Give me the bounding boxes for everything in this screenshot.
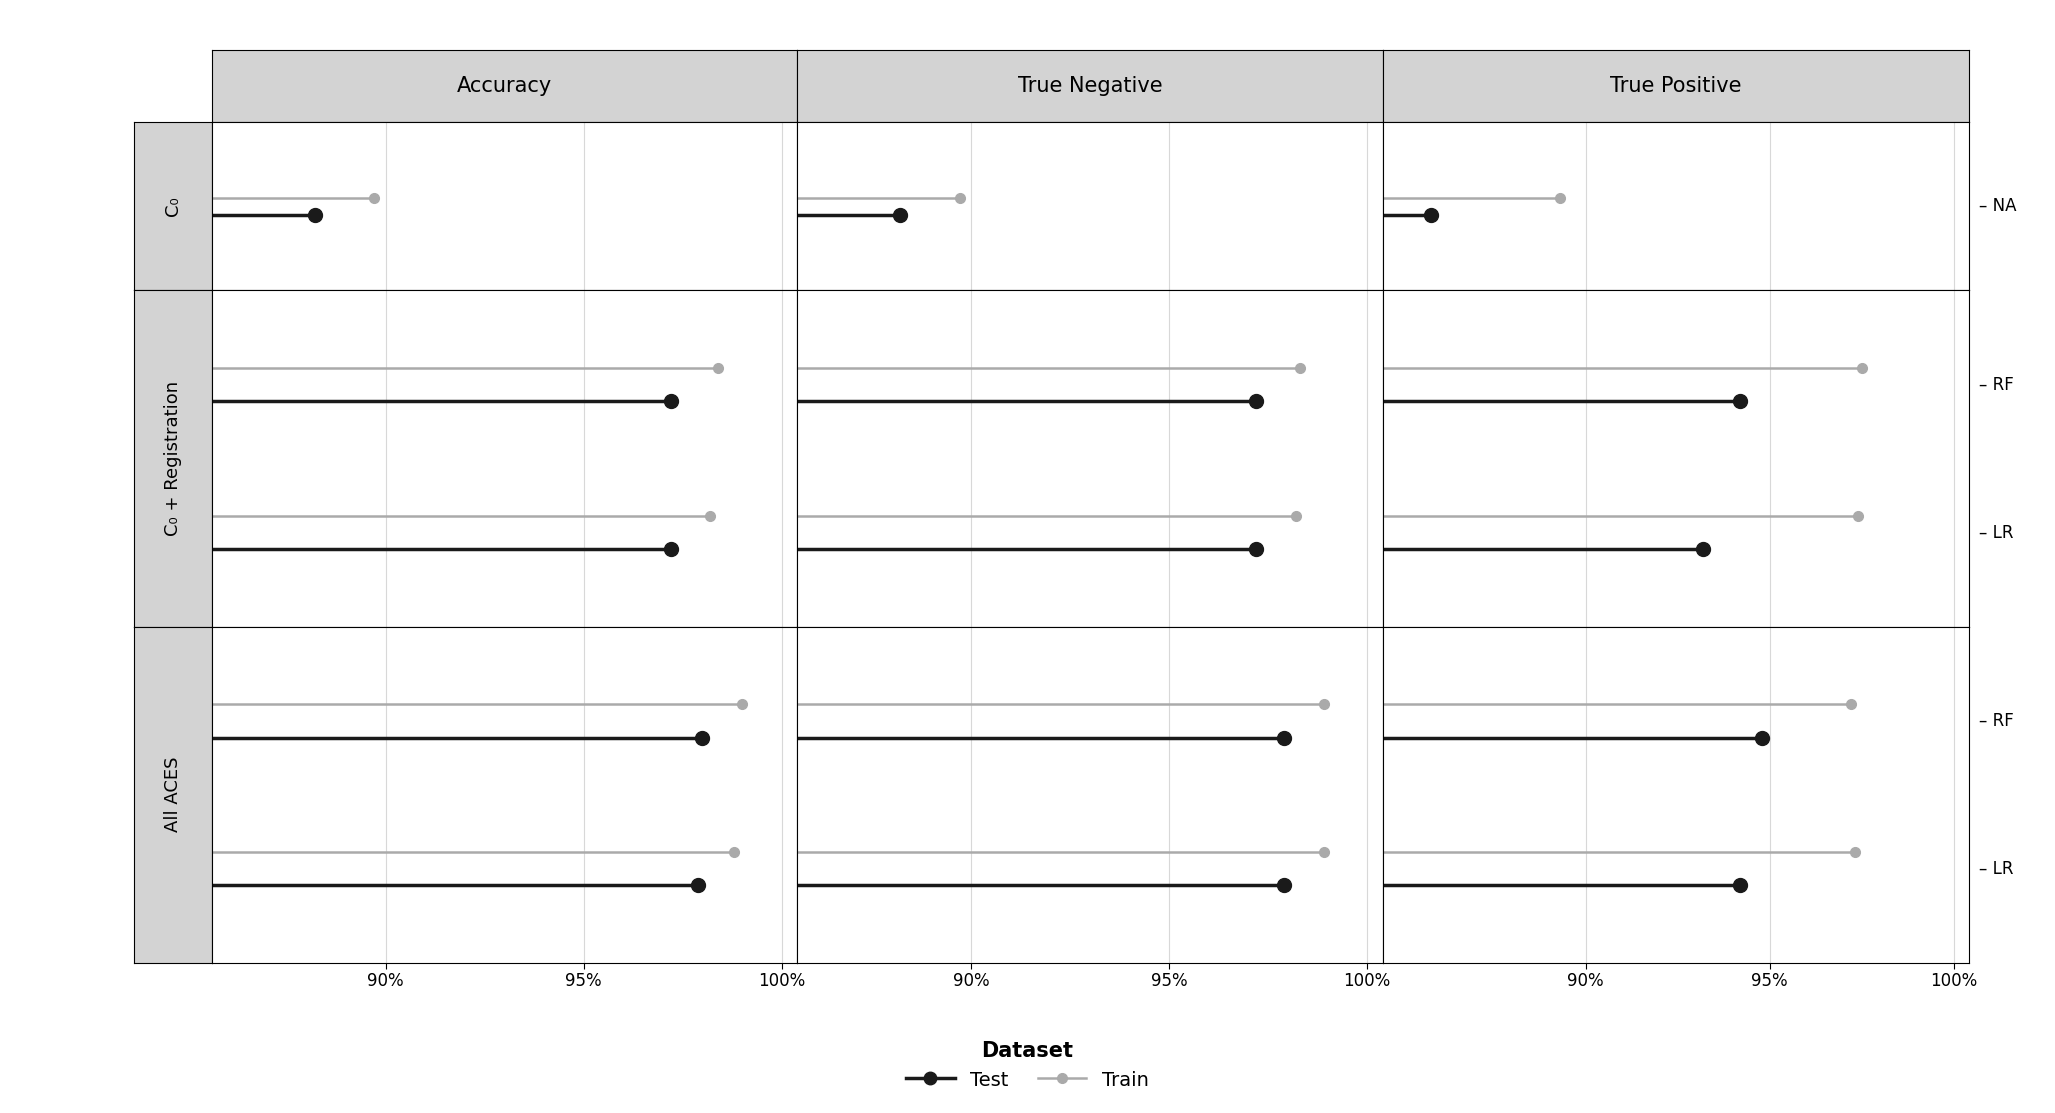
Text: Accuracy: Accuracy [456, 77, 553, 96]
Text: – NA: – NA [1979, 197, 2016, 216]
Text: – RF: – RF [1979, 711, 2014, 730]
Legend: Test, Train: Test, Train [898, 1033, 1157, 1097]
Text: True Negative: True Negative [1017, 77, 1163, 96]
Text: C₀ + Registration: C₀ + Registration [164, 381, 181, 536]
Text: All ACES: All ACES [164, 757, 181, 833]
Text: – LR: – LR [1979, 859, 2014, 878]
Text: – LR: – LR [1979, 523, 2014, 542]
Text: – RF: – RF [1979, 375, 2014, 394]
Text: True Positive: True Positive [1611, 77, 1741, 96]
Text: C₀: C₀ [164, 197, 181, 216]
